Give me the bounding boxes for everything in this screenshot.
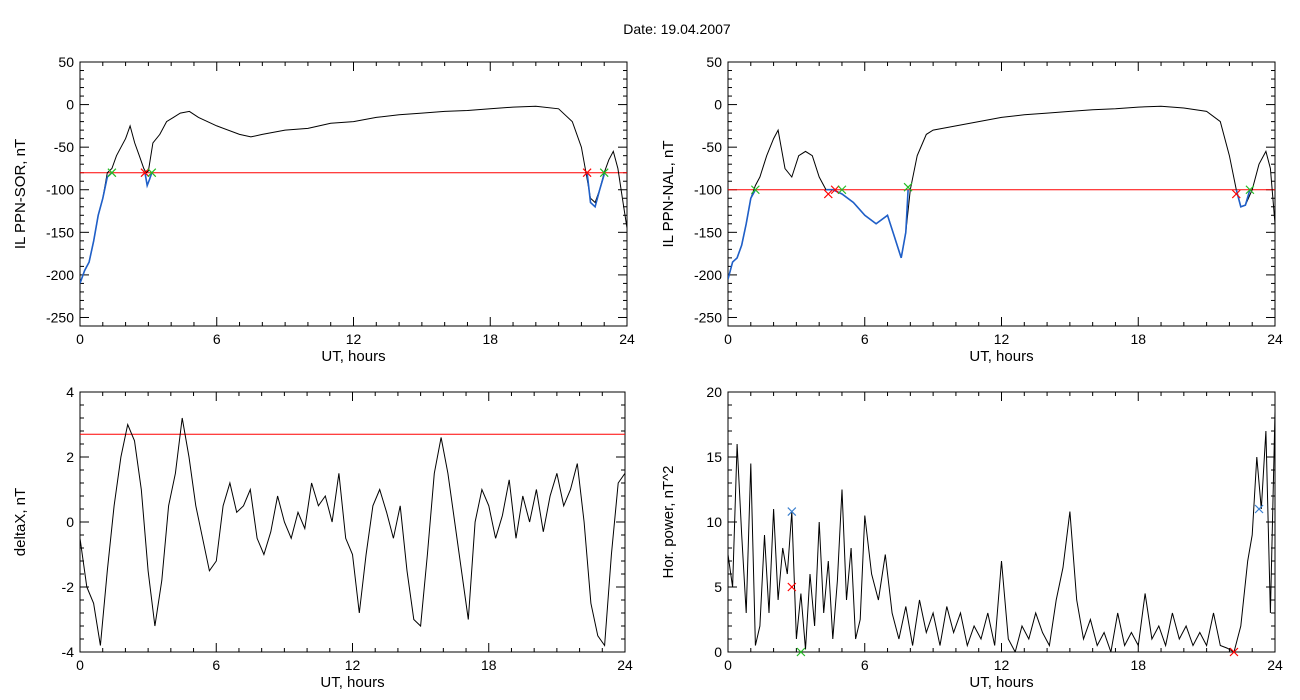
substorm-trace bbox=[144, 172, 153, 189]
y-axis-label: Hor. power, nT^2 bbox=[660, 466, 677, 579]
x-tick-label: 24 bbox=[617, 657, 633, 673]
x-axis-label: UT, hours bbox=[321, 348, 385, 365]
panel-il-sor: 0 6 12 18 24 -250 -200 -150 -100 -50 0 50 UT, hours I… bbox=[12, 54, 635, 365]
x-tick-label: 18 bbox=[481, 657, 497, 673]
y-axis-label: deltaX, nT bbox=[12, 488, 29, 556]
power-marker bbox=[787, 507, 797, 517]
y-tick-label: -200 bbox=[46, 267, 74, 283]
substorm-trace bbox=[80, 172, 113, 284]
data-trace bbox=[728, 105, 1275, 280]
end-marker bbox=[107, 168, 117, 178]
x-tick-label: 12 bbox=[994, 331, 1010, 347]
x-axis-label: UT, hours bbox=[969, 674, 1033, 691]
y-axis-label: IL PPN-SOR, nT bbox=[12, 139, 29, 249]
y-tick-label: 0 bbox=[714, 644, 722, 660]
end-marker bbox=[903, 182, 913, 192]
x-tick-label: 6 bbox=[861, 657, 869, 673]
plot-frame bbox=[727, 61, 1276, 327]
y-tick-label: -50 bbox=[54, 139, 74, 155]
plot-frame bbox=[79, 391, 626, 653]
x-tick-label: 6 bbox=[213, 331, 221, 347]
y-tick-label: 15 bbox=[706, 449, 722, 465]
x-tick-label: 24 bbox=[1267, 657, 1283, 673]
substorm-trace bbox=[826, 188, 909, 259]
y-tick-label: -4 bbox=[62, 644, 75, 660]
x-tick-label: 18 bbox=[1130, 657, 1146, 673]
x-tick-label: 0 bbox=[724, 331, 732, 347]
y-tick-label: -150 bbox=[46, 224, 74, 240]
y-tick-label: -2 bbox=[62, 579, 75, 595]
onset-marker bbox=[582, 168, 592, 178]
y-tick-label: 50 bbox=[58, 54, 74, 70]
end-marker bbox=[1245, 185, 1255, 195]
x-tick-label: 18 bbox=[482, 331, 498, 347]
onset-marker bbox=[823, 189, 833, 199]
y-tick-label: -250 bbox=[46, 309, 74, 325]
x-tick-label: 0 bbox=[76, 657, 84, 673]
data-trace bbox=[80, 105, 627, 284]
data-trace bbox=[728, 411, 1275, 652]
y-tick-label: 10 bbox=[706, 514, 722, 530]
end-marker bbox=[147, 168, 157, 178]
substorm-trace bbox=[728, 189, 757, 280]
y-tick-label: -50 bbox=[702, 139, 722, 155]
y-tick-label: -100 bbox=[694, 182, 722, 198]
end-marker bbox=[599, 168, 609, 178]
x-tick-label: 12 bbox=[345, 657, 361, 673]
end-marker bbox=[750, 185, 760, 195]
x-tick-label: 24 bbox=[1267, 331, 1283, 347]
x-axis-label: UT, hours bbox=[969, 348, 1033, 365]
onset-marker bbox=[140, 168, 150, 178]
x-tick-label: 6 bbox=[861, 331, 869, 347]
y-axis-label: IL PPN-NAL, nT bbox=[660, 141, 677, 248]
plot-frame bbox=[727, 391, 1276, 653]
y-tick-label: 2 bbox=[66, 449, 74, 465]
onset-marker bbox=[830, 185, 840, 195]
substorm-trace bbox=[586, 172, 605, 209]
y-tick-label: -100 bbox=[46, 182, 74, 198]
x-tick-label: 0 bbox=[76, 331, 84, 347]
y-tick-label: -150 bbox=[694, 224, 722, 240]
x-tick-label: 12 bbox=[346, 331, 362, 347]
y-tick-label: -250 bbox=[694, 309, 722, 325]
y-tick-label: 50 bbox=[706, 54, 722, 70]
y-tick-label: 0 bbox=[66, 97, 74, 113]
x-axis-label: UT, hours bbox=[320, 674, 384, 691]
figure-title: Date: 19.04.2007 bbox=[623, 21, 731, 37]
end-marker bbox=[796, 647, 806, 657]
x-tick-label: 0 bbox=[724, 657, 732, 673]
y-tick-label: 4 bbox=[66, 384, 74, 400]
y-tick-label: 20 bbox=[706, 384, 722, 400]
power-marker bbox=[1254, 504, 1264, 514]
panel-hor-power: 0 6 12 18 24 0 5 10 15 20 UT, hours Hor. power, nT^… bbox=[660, 384, 1283, 691]
y-tick-label: 5 bbox=[714, 579, 722, 595]
x-tick-label: 24 bbox=[619, 331, 635, 347]
y-tick-label: -200 bbox=[694, 267, 722, 283]
end-marker bbox=[837, 185, 847, 195]
data-trace bbox=[80, 417, 625, 647]
y-tick-label: 0 bbox=[66, 514, 74, 530]
plot-frame bbox=[79, 61, 628, 327]
x-tick-label: 6 bbox=[212, 657, 220, 673]
substorm-trace bbox=[1235, 189, 1251, 208]
y-tick-label: 0 bbox=[714, 97, 722, 113]
x-tick-label: 18 bbox=[1130, 331, 1146, 347]
onset-marker bbox=[787, 582, 797, 592]
onset-marker bbox=[1231, 189, 1241, 199]
panel-il-nal: 0 6 12 18 24 -250 -200 -150 -100 -50 0 50 UT, hours I… bbox=[660, 54, 1283, 365]
x-tick-label: 12 bbox=[994, 657, 1010, 673]
onset-marker bbox=[1229, 647, 1239, 657]
